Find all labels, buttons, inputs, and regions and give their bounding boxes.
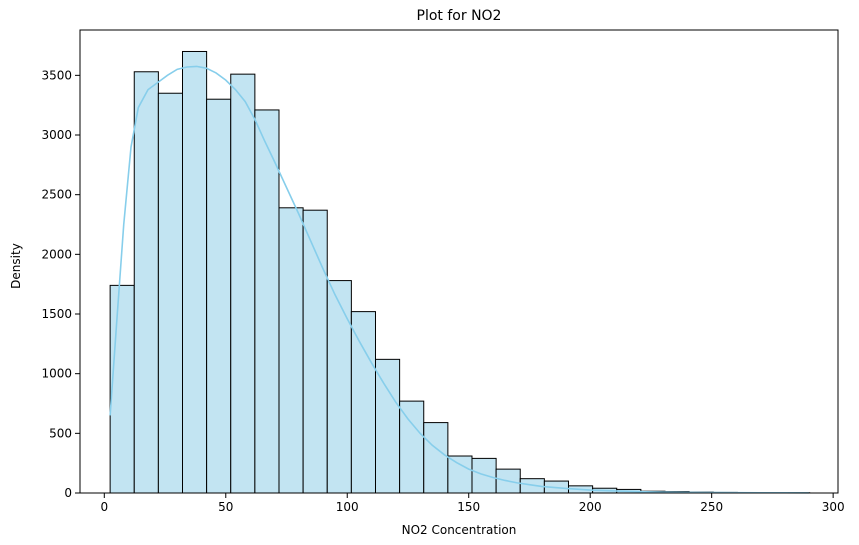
y-tick-label: 3000 [41, 128, 72, 142]
y-tick-label: 1000 [41, 367, 72, 381]
histogram-bar [375, 358, 401, 494]
histogram-bar [471, 457, 497, 494]
x-tick-label: 150 [457, 500, 480, 514]
y-tick-label: 3500 [41, 68, 72, 82]
x-tick-label: 50 [218, 500, 233, 514]
x-axis-label: NO2 Concentration [402, 523, 517, 537]
histogram-bar [302, 209, 328, 494]
histogram-bar [447, 455, 473, 494]
histogram-bars [109, 50, 811, 494]
histogram-bar [206, 98, 232, 494]
histogram-bar [182, 50, 208, 494]
y-axis-ticks: 0 500 1000 1500 2000 2500 3000 3500 [41, 68, 80, 500]
histogram-bar [350, 311, 376, 494]
histogram-bar [133, 71, 159, 494]
histogram-bar [326, 280, 352, 494]
histogram-bar [157, 92, 184, 494]
y-axis-label: Density [9, 243, 23, 289]
histogram-bar [109, 284, 135, 494]
x-axis-ticks: 0 50 100 150 200 250 300 [100, 493, 845, 514]
histogram-bar [399, 400, 425, 494]
x-tick-label: 0 [100, 500, 108, 514]
x-tick-label: 250 [700, 500, 723, 514]
plot-frame [79, 29, 839, 494]
x-tick-label: 300 [822, 500, 845, 514]
histogram-bar [230, 73, 256, 494]
histogram-bar [423, 422, 449, 494]
kde-curve [109, 65, 809, 494]
x-tick-label: 100 [336, 500, 359, 514]
y-tick-label: 2500 [41, 188, 72, 202]
y-tick-label: 0 [64, 486, 72, 500]
x-tick-label: 200 [579, 500, 602, 514]
chart-title: Plot for NO2 [417, 8, 502, 24]
y-tick-label: 1500 [41, 307, 72, 321]
axes [79, 29, 839, 494]
y-tick-label: 2000 [41, 247, 72, 261]
histogram-bar [254, 109, 280, 494]
y-tick-label: 500 [49, 426, 72, 440]
histogram-bar [278, 207, 304, 494]
